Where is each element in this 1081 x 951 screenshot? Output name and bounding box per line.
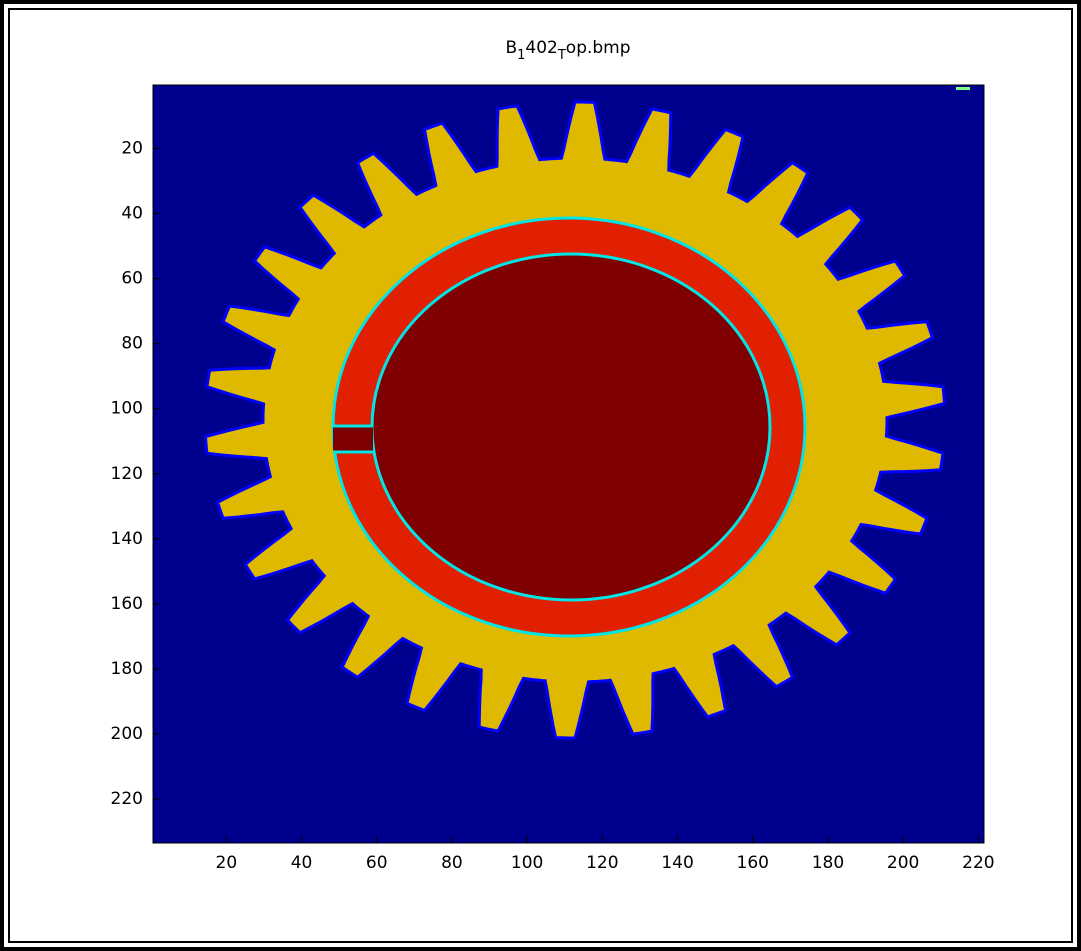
x-tick-label: 120 <box>586 853 618 873</box>
x-tick-label: 100 <box>511 853 543 873</box>
x-tick-label: 40 <box>291 853 313 873</box>
y-tick-label: 140 <box>111 529 143 549</box>
x-tick-label: 180 <box>812 853 844 873</box>
title-subscript: T <box>557 48 566 63</box>
x-tick-label: 220 <box>962 853 994 873</box>
x-tick-label: 20 <box>216 853 238 873</box>
y-tick-label: 40 <box>121 204 143 224</box>
ring-gap <box>333 426 373 452</box>
y-tick-label: 60 <box>121 269 143 289</box>
title-text: op.bmp <box>566 38 631 58</box>
title-text: 402 <box>525 38 557 58</box>
y-tick-label: 20 <box>121 138 143 158</box>
x-tick-label: 140 <box>661 853 693 873</box>
y-tick-label: 100 <box>111 399 143 419</box>
y-tick-label: 200 <box>111 724 143 744</box>
y-tick-label: 120 <box>111 464 143 484</box>
marker <box>956 87 970 90</box>
figure: B1402Top.bmp 20 40 60 80 100 120 140 160 180 200 2… <box>0 0 1081 951</box>
x-tick-label: 160 <box>737 853 769 873</box>
y-tick-label: 180 <box>111 659 143 679</box>
title-subscript: 1 <box>517 48 525 63</box>
x-tick-label: 200 <box>887 853 919 873</box>
title-text: B <box>505 38 517 58</box>
y-tick-label: 220 <box>111 789 143 809</box>
y-tick-label: 160 <box>111 594 143 614</box>
ring-inner <box>372 254 770 600</box>
x-tick-label: 60 <box>366 853 388 873</box>
image-area <box>153 85 984 843</box>
y-tick-label: 80 <box>121 334 143 354</box>
x-tick-label: 80 <box>441 853 463 873</box>
